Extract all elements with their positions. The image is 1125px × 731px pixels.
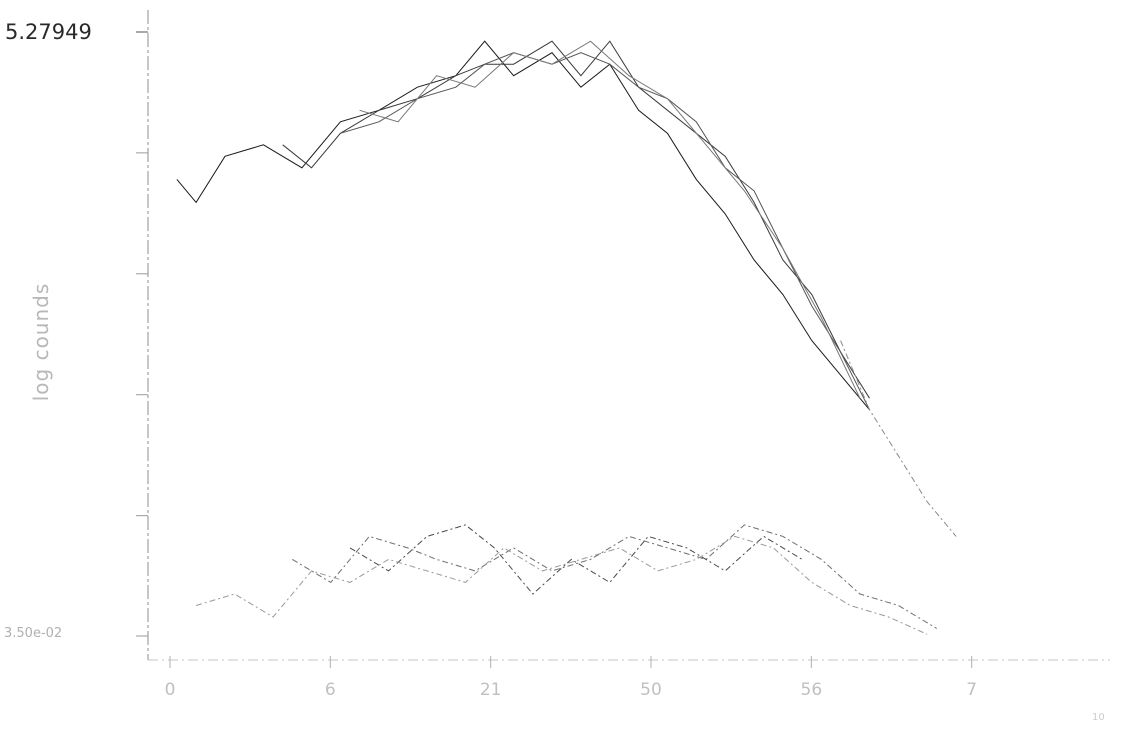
y-ticks (136, 31, 148, 637)
y-top-label: 5.27949 (5, 20, 92, 44)
y-bottom-label: 3.50e-02 (4, 626, 62, 641)
y-axis-label: log counds (29, 283, 53, 402)
x-ticks: 0 6 21 50 56 7 (165, 656, 977, 700)
series-line-7 (349, 524, 803, 595)
x-tick-label: 50 (640, 680, 662, 700)
x-tick-label: 21 (480, 680, 502, 700)
series-line-3 (340, 52, 870, 410)
x-tick-label: 6 (325, 680, 336, 700)
series-line-2 (282, 40, 870, 399)
x-corner-label: 10 (1092, 712, 1105, 723)
series-group (176, 40, 957, 635)
x-tick-label: 7 (966, 680, 977, 700)
y-axis: 5.27949 3.50e-02 log counds (4, 10, 149, 660)
series-line-8 (195, 535, 928, 635)
series-line-1 (176, 40, 870, 411)
x-axis: 0 6 21 50 56 7 10 (148, 656, 1110, 723)
series-line-6 (292, 524, 938, 629)
x-tick-label: 0 (165, 680, 176, 700)
series-line-5 (840, 340, 957, 537)
series-line-4 (359, 40, 861, 399)
x-tick-label: 56 (801, 680, 823, 700)
